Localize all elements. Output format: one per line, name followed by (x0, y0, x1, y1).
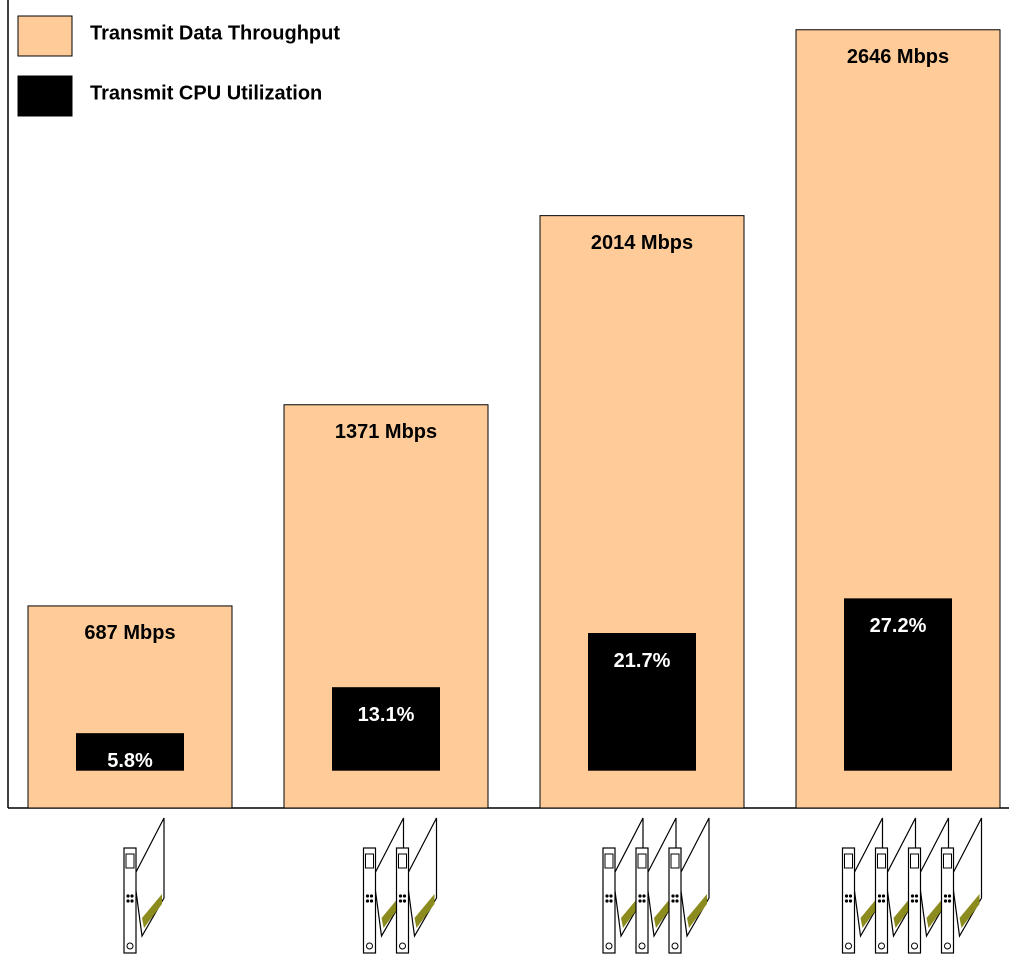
card-bracket (395, 847, 410, 954)
card-led (877, 894, 882, 898)
card-port (943, 853, 952, 869)
card-bracket (362, 847, 377, 954)
card-led (910, 899, 915, 903)
card-screw (605, 942, 613, 950)
card-screw (845, 942, 852, 950)
card-screw (878, 942, 885, 950)
card-led (642, 899, 646, 903)
card-led (369, 894, 374, 898)
card-led (365, 894, 370, 898)
card-screw (399, 942, 406, 950)
legend-label: Transmit CPU Utilization (90, 82, 322, 104)
card-contacts (142, 894, 162, 928)
card-led (130, 899, 134, 903)
cpu-bar (588, 633, 696, 771)
card-led (638, 894, 642, 898)
card-port (365, 853, 374, 869)
legend-swatch (17, 15, 73, 57)
cpu-bar (844, 598, 952, 771)
card-led (947, 899, 952, 903)
card-icon (668, 817, 710, 954)
value-label: 13.1% (358, 704, 415, 726)
card-contacts (959, 894, 980, 928)
value-label: 2014 Mbps (591, 232, 693, 254)
card-icon (395, 817, 438, 954)
legend-label: Transmit Data Throughput (90, 22, 340, 44)
card-led (365, 899, 370, 903)
card-screw (944, 942, 951, 950)
card-port (844, 853, 853, 869)
card-screw (638, 942, 646, 950)
value-label: 27.2% (870, 615, 927, 637)
card-led (947, 894, 952, 898)
card-port (910, 853, 919, 869)
card-contacts (414, 894, 435, 928)
card-led (848, 899, 853, 903)
card-port (398, 853, 407, 869)
value-label: 2646 Mbps (847, 46, 949, 68)
cpu-bar (332, 687, 440, 771)
card-icon (940, 817, 983, 954)
card-led (671, 894, 675, 898)
card-led (642, 894, 646, 898)
card-bracket (940, 847, 955, 954)
card-port (637, 853, 647, 869)
card-bracket (123, 847, 137, 954)
card-led (881, 894, 886, 898)
card-led (398, 894, 403, 898)
card-port (125, 853, 135, 869)
card-screw (671, 942, 679, 950)
value-label: 5.8% (107, 750, 153, 772)
card-led (398, 899, 403, 903)
card-led (671, 899, 675, 903)
card-led (914, 899, 919, 903)
legend-swatch (17, 75, 73, 117)
card-led (638, 899, 642, 903)
card-led (877, 899, 882, 903)
card-screw (911, 942, 918, 950)
card-port (604, 853, 614, 869)
card-screw (126, 942, 134, 950)
card-icon (123, 817, 165, 954)
card-led (910, 894, 915, 898)
card-led (126, 894, 130, 898)
card-led (675, 894, 679, 898)
cpu-bar (76, 733, 184, 771)
card-bracket (907, 847, 922, 954)
card-led (609, 894, 613, 898)
card-led (881, 899, 886, 903)
card-bracket (668, 847, 682, 954)
card-contacts (687, 894, 707, 928)
card-port (877, 853, 886, 869)
card-led (943, 899, 948, 903)
card-led (369, 899, 374, 903)
card-led (130, 894, 134, 898)
card-bracket (602, 847, 616, 954)
card-led (605, 899, 609, 903)
card-led (914, 894, 919, 898)
value-label: 21.7% (614, 650, 671, 672)
card-port (670, 853, 680, 869)
card-bracket (874, 847, 889, 954)
throughput-bar (27, 605, 233, 809)
card-bracket (635, 847, 649, 954)
card-led (943, 894, 948, 898)
card-led (848, 894, 853, 898)
card-bracket (841, 847, 856, 954)
card-screw (366, 942, 373, 950)
card-led (605, 894, 609, 898)
card-led (402, 894, 407, 898)
card-led (675, 899, 679, 903)
card-led (609, 899, 613, 903)
card-led (844, 894, 849, 898)
card-led (402, 899, 407, 903)
value-label: 687 Mbps (84, 622, 175, 644)
card-led (844, 899, 849, 903)
value-label: 1371 Mbps (335, 421, 437, 443)
card-led (126, 899, 130, 903)
